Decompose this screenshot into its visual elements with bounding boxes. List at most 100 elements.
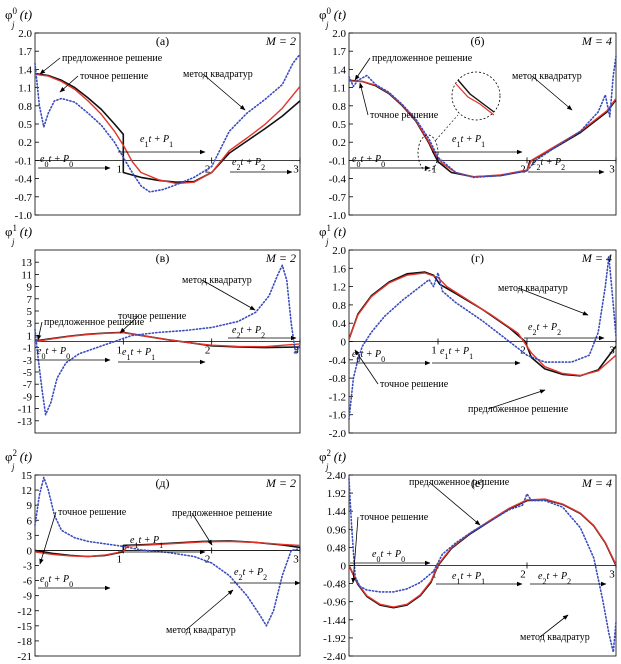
y-tick-label: -2.0 [329,428,347,440]
y-tick-label: 0.8 [332,300,346,312]
annotation-arrow [185,589,234,631]
annotation-arrow [36,321,43,341]
segment-label: e0t + P0 [40,574,73,589]
zoom-inset [417,71,501,172]
y-axis-label: φ1 j (t) [5,223,32,247]
y-tick-label: 1.6 [332,263,346,275]
y-tick-label: -1.6 [329,410,347,422]
annotation-label: метод квадратур [498,283,568,294]
y-tick-label: 0 [27,545,33,557]
y-tick-label: 1.1 [332,83,346,95]
y-tick-label: 0.5 [332,119,346,131]
y-tick-label: 2.0 [332,28,346,40]
series-proposed [34,72,301,183]
m-label: M = 4 [581,34,612,48]
y-tick-label: -5 [23,367,33,379]
y-tick-label: 0.8 [18,101,32,113]
series-quadrature [348,55,617,179]
x-tick-label: 1 [117,553,123,565]
y-tick-label: 3 [27,530,33,542]
panel-label: (а) [156,34,169,48]
segment-label: e0t + P0 [372,549,405,564]
x-tick-label: 3 [293,163,299,175]
annotation-arrow [201,279,256,311]
y-tick-label: 3 [27,318,33,330]
y-tick-label: 1 [27,330,33,342]
y-tick-label: 0.2 [18,137,32,149]
y-tick-label: -0.96 [323,597,346,609]
y-tick-label: -7 [23,379,33,391]
y-tick-label: 2.0 [18,28,32,40]
annotation-label: предложенное решение [172,508,273,519]
zoom-region [417,134,439,172]
y-tick-label: -0.8 [329,373,347,385]
y-tick-label: -9 [23,391,33,403]
y-tick-label: 0.5 [18,119,32,131]
y-tick-label: -18 [17,636,32,648]
annotation-label: точное решение [118,311,187,322]
series-quadrature [34,53,301,193]
segment-label: e2t + P2 [532,157,565,172]
series-quadrature [34,476,301,627]
x-tick-label: 2 [205,163,211,175]
x-tick-label: 3 [609,163,615,175]
y-tick-label: -3 [23,561,33,573]
series-exact [34,540,301,558]
x-tick-label: 3 [609,569,615,581]
segment-label: e1t + P1 [452,571,485,586]
chart-panel-2: 2.0 1.7 1.4 1.1 0.8 0.5 0.2 -0.1 -0.4 -0.7 -1.0 1 2 3… [319,6,617,222]
segment-label: e1t + P1 [140,134,173,149]
panel-label: (б) [470,34,484,48]
m-label: M = 4 [581,251,612,265]
x-tick-label: 2 [205,345,211,357]
x-tick-label: 1 [117,163,123,175]
y-tick-label: 1.7 [332,46,346,58]
annotation-arrow [39,57,61,75]
annotation-arrow [539,614,569,638]
y-tick-label: -2.40 [323,651,346,663]
y-tick-label: 6 [27,515,33,527]
y-tick-label: -0.7 [329,192,347,204]
annotation-arrow [428,481,481,526]
y-tick-label: 11 [21,269,32,281]
m-label: M = 4 [581,476,612,490]
y-tick-label: -9 [23,591,33,603]
segment-label: e2t + P2 [528,322,561,337]
annotation-label: предложенное решение [62,53,163,64]
annotation-arrow [39,511,57,565]
segment-label: e1t + P1 [130,535,163,550]
annotation-label: точное решение [80,71,149,82]
annotation-label: точное решение [360,512,429,523]
y-tick-label: 1.7 [18,46,32,58]
x-tick-label: 1 [117,345,123,357]
annotation-label: метод квадратур [520,632,590,643]
y-axis-label: φ2 j (t) [319,448,346,472]
annotation-arrow [59,75,79,93]
annotation-label: метод квадратур [512,71,582,82]
annotation-label: метод квадратур [183,69,253,80]
y-tick-label: 13 [21,257,33,269]
y-tick-label: 15 [21,470,33,482]
x-tick-label: 2 [520,345,526,357]
segment-label: e1t + P1 [122,347,155,362]
y-tick-label: 1.4 [332,64,346,76]
m-label: M = 2 [265,476,296,490]
y-axis-label: φ2 j (t) [5,448,32,472]
y-axis-label: φ0 j (t) [319,6,346,30]
y-tick-label: 0 [341,561,347,573]
m-label: M = 2 [265,34,296,48]
y-tick-label: -1.2 [329,391,346,403]
y-tick-label: 5 [27,306,33,318]
x-tick-label: 3 [293,345,299,357]
series-quadrature [34,264,301,416]
y-tick-label: -11 [18,404,32,416]
annotation-arrow [202,73,246,111]
y-tick-label: -1.0 [329,210,347,222]
annotation-label: точное решение [380,379,449,390]
y-tick-label: -12 [17,606,32,618]
annotation-arrow [354,57,371,81]
series-exact [34,73,301,185]
